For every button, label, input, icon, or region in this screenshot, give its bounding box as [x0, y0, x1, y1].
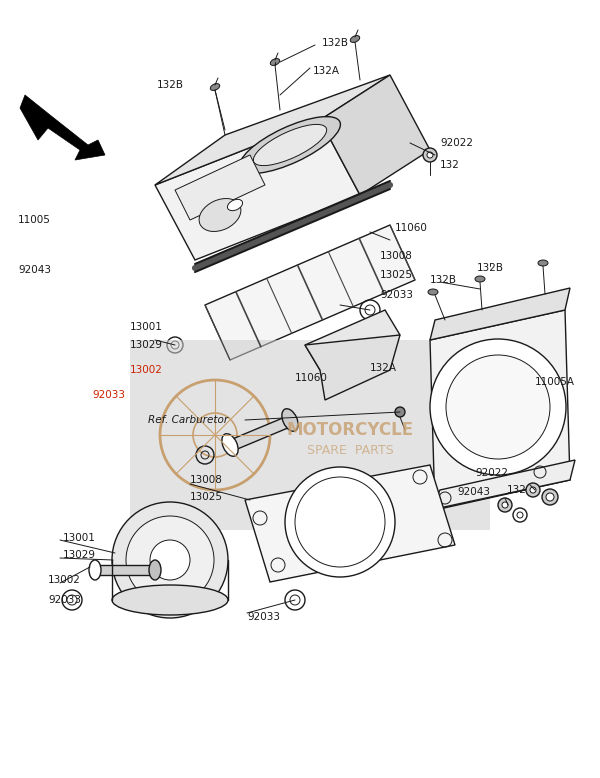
- Polygon shape: [175, 155, 265, 220]
- Text: 132B: 132B: [477, 263, 504, 273]
- Text: 13029: 13029: [130, 340, 163, 350]
- Ellipse shape: [395, 407, 405, 417]
- Ellipse shape: [428, 289, 438, 295]
- Ellipse shape: [282, 408, 298, 431]
- Text: 92033: 92033: [380, 290, 413, 300]
- Text: 132B: 132B: [322, 38, 349, 48]
- Ellipse shape: [538, 260, 548, 266]
- Polygon shape: [155, 75, 390, 185]
- Text: 92043: 92043: [18, 265, 51, 275]
- Bar: [130, 340, 490, 530]
- Text: 13029: 13029: [63, 550, 96, 560]
- Polygon shape: [430, 310, 570, 510]
- Text: 13025: 13025: [190, 492, 223, 502]
- Polygon shape: [230, 415, 295, 450]
- Polygon shape: [20, 95, 105, 160]
- Text: 13001: 13001: [130, 322, 163, 332]
- Ellipse shape: [350, 36, 360, 43]
- Text: 13008: 13008: [380, 251, 413, 261]
- Ellipse shape: [89, 560, 101, 580]
- Ellipse shape: [542, 489, 558, 505]
- Ellipse shape: [199, 198, 241, 232]
- Polygon shape: [205, 225, 415, 360]
- Polygon shape: [95, 565, 155, 575]
- Text: MOTORCYCLE: MOTORCYCLE: [286, 421, 413, 439]
- Text: 92033: 92033: [92, 390, 125, 400]
- Ellipse shape: [475, 276, 485, 282]
- Text: 132A: 132A: [370, 363, 397, 373]
- Text: 92033: 92033: [48, 595, 81, 605]
- Polygon shape: [305, 335, 400, 400]
- Ellipse shape: [222, 433, 238, 456]
- Ellipse shape: [498, 498, 512, 512]
- Ellipse shape: [530, 487, 536, 493]
- Polygon shape: [155, 120, 360, 260]
- Text: 13008: 13008: [190, 475, 223, 485]
- Text: 13025: 13025: [380, 270, 413, 280]
- Ellipse shape: [253, 124, 326, 166]
- Ellipse shape: [526, 483, 540, 497]
- Text: 92022: 92022: [475, 468, 508, 478]
- Text: 132B: 132B: [157, 80, 184, 90]
- Ellipse shape: [227, 199, 242, 211]
- Text: 11060: 11060: [295, 373, 328, 383]
- Ellipse shape: [210, 83, 220, 90]
- Text: 11005A: 11005A: [535, 377, 575, 387]
- Ellipse shape: [430, 339, 566, 475]
- Ellipse shape: [285, 467, 395, 577]
- Ellipse shape: [295, 477, 385, 567]
- Text: 92033: 92033: [247, 612, 280, 622]
- Ellipse shape: [427, 152, 433, 158]
- Text: 92043: 92043: [457, 487, 490, 497]
- Text: 13002: 13002: [130, 365, 163, 375]
- Ellipse shape: [546, 493, 554, 501]
- Ellipse shape: [270, 58, 280, 65]
- Text: 132: 132: [507, 485, 527, 495]
- Text: 132A: 132A: [313, 66, 340, 76]
- Text: 11005: 11005: [18, 215, 51, 225]
- Ellipse shape: [112, 585, 228, 615]
- Polygon shape: [320, 75, 430, 195]
- Polygon shape: [245, 465, 455, 582]
- Ellipse shape: [423, 148, 437, 162]
- Ellipse shape: [150, 540, 190, 580]
- Polygon shape: [430, 288, 570, 340]
- Text: 13002: 13002: [48, 575, 81, 585]
- Text: 132B: 132B: [430, 275, 457, 285]
- Ellipse shape: [502, 502, 508, 508]
- Text: 132: 132: [440, 160, 460, 170]
- Text: SPARE  PARTS: SPARE PARTS: [307, 443, 394, 457]
- Text: 92022: 92022: [440, 138, 473, 148]
- Ellipse shape: [239, 117, 340, 173]
- Ellipse shape: [112, 502, 228, 618]
- Ellipse shape: [446, 355, 550, 459]
- Text: Ref. Carburetor: Ref. Carburetor: [148, 415, 228, 425]
- Text: 13001: 13001: [63, 533, 96, 543]
- Ellipse shape: [149, 560, 161, 580]
- Polygon shape: [305, 310, 400, 370]
- Ellipse shape: [126, 516, 214, 604]
- Polygon shape: [430, 460, 575, 510]
- Text: 11060: 11060: [395, 223, 428, 233]
